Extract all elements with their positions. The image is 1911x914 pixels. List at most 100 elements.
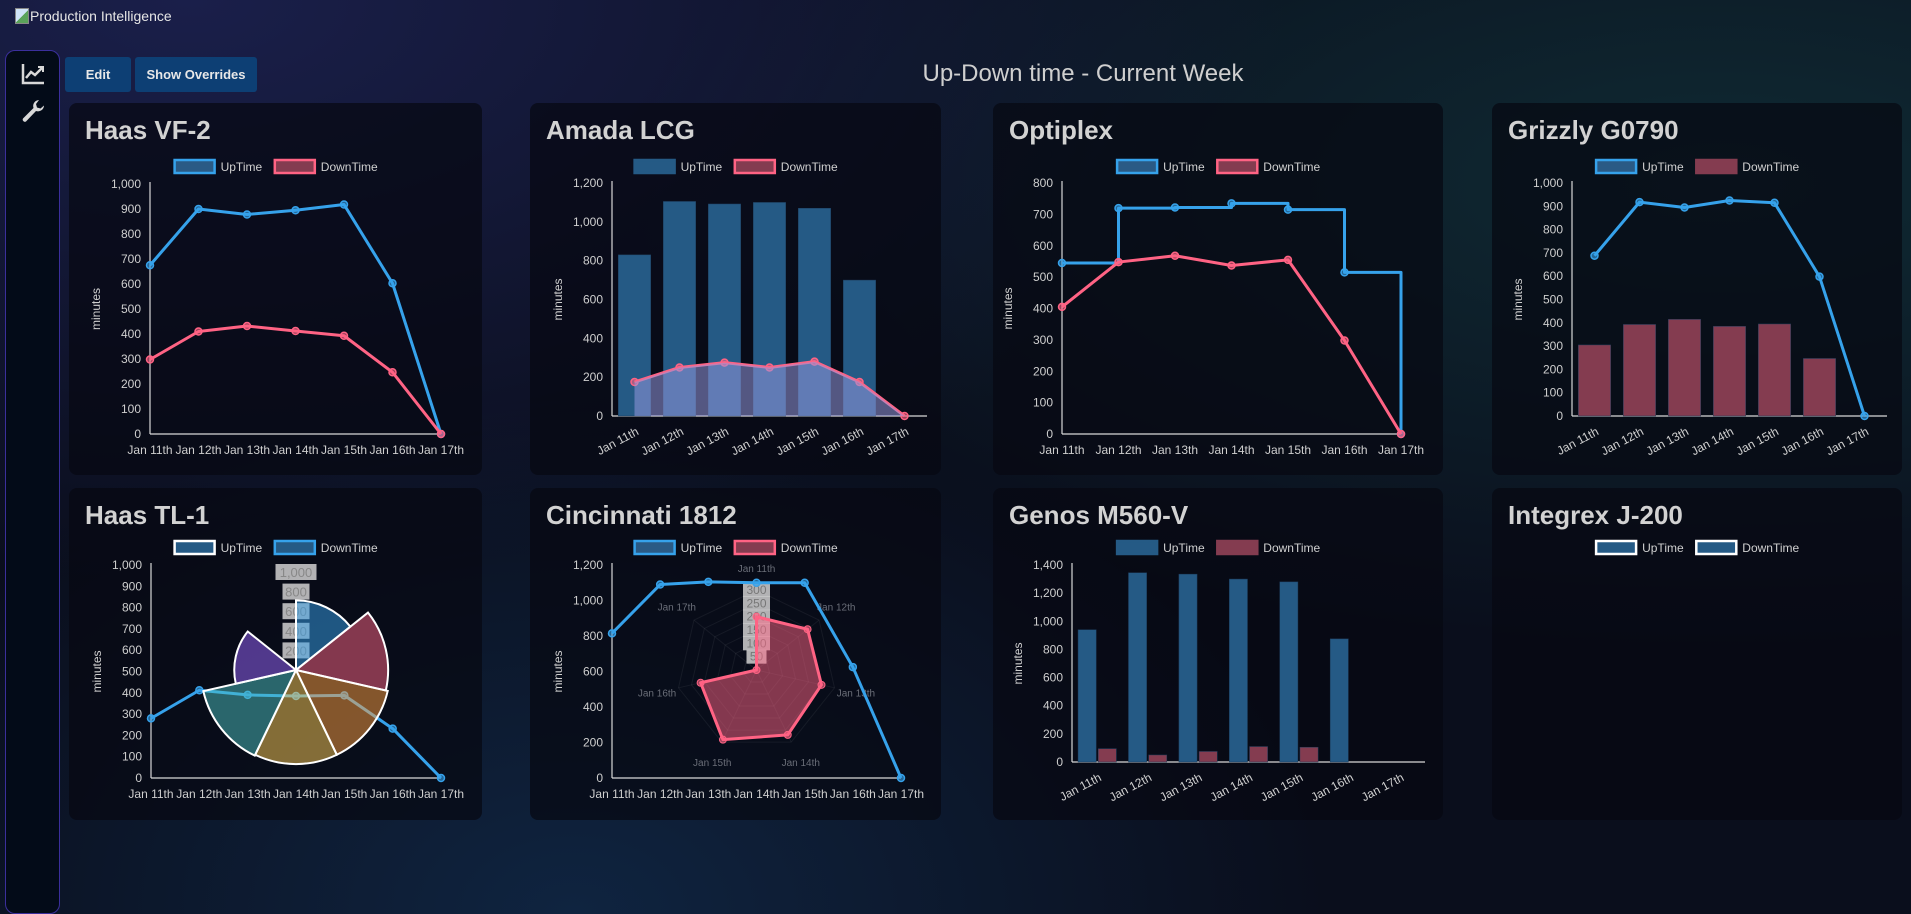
data-point[interactable] — [655, 580, 665, 589]
data-point[interactable] — [1396, 429, 1406, 439]
data-point[interactable] — [242, 210, 252, 219]
legend-item[interactable]: UpTime — [173, 158, 263, 175]
legend-item[interactable]: UpTime — [173, 539, 263, 556]
data-point[interactable] — [607, 629, 617, 638]
bar-uptime[interactable] — [1229, 578, 1248, 763]
data-point[interactable] — [1057, 258, 1067, 268]
data-point[interactable] — [388, 279, 397, 288]
radar-scale-box — [743, 583, 770, 597]
data-point[interactable] — [146, 714, 156, 723]
legend-item[interactable]: DownTime — [1695, 158, 1800, 175]
data-point[interactable] — [1770, 198, 1779, 208]
app-brand[interactable]: Production Intelligence — [15, 8, 172, 24]
data-point[interactable] — [704, 577, 713, 587]
legend-item[interactable]: UpTime — [1115, 539, 1205, 556]
radar-point[interactable] — [817, 680, 826, 689]
radar-point[interactable] — [783, 730, 792, 739]
data-point[interactable] — [145, 261, 155, 270]
data-point[interactable] — [1340, 268, 1349, 277]
data-point[interactable] — [1725, 196, 1734, 205]
data-point[interactable] — [436, 773, 446, 783]
data-point[interactable] — [1680, 203, 1689, 212]
radar-point[interactable] — [696, 678, 705, 687]
data-point[interactable] — [752, 578, 761, 587]
data-point[interactable] — [339, 331, 349, 340]
bar-uptime[interactable] — [1128, 572, 1147, 763]
radar-point[interactable] — [752, 612, 761, 621]
data-point[interactable] — [291, 326, 300, 336]
polar-segment-uptime[interactable] — [202, 668, 298, 757]
data-point[interactable] — [339, 200, 349, 209]
legend-item[interactable]: UpTime — [1115, 158, 1205, 175]
data-point[interactable] — [1057, 302, 1067, 312]
radar-point[interactable] — [803, 625, 812, 634]
polar-segment-uptime[interactable] — [253, 667, 339, 766]
data-point[interactable] — [1227, 261, 1236, 270]
data-point[interactable] — [1283, 205, 1293, 214]
bar-downtime[interactable] — [1578, 344, 1611, 417]
bar-uptime[interactable] — [1329, 638, 1349, 763]
bar-downtime[interactable] — [1249, 746, 1268, 763]
data-point[interactable] — [242, 321, 252, 331]
legend-item[interactable]: DownTime — [1695, 539, 1800, 556]
polar-segment-uptime[interactable] — [233, 630, 299, 685]
legend-item[interactable]: UpTime — [1594, 158, 1684, 175]
data-point[interactable] — [1635, 197, 1644, 207]
bar-downtime[interactable] — [1713, 326, 1746, 417]
bar-downtime[interactable] — [1198, 751, 1218, 763]
bar-uptime[interactable] — [1279, 581, 1299, 763]
data-point[interactable] — [194, 327, 203, 336]
bar-downtime[interactable] — [1668, 319, 1701, 417]
chart-line-icon[interactable] — [20, 61, 46, 87]
legend-item[interactable]: UpTime — [633, 158, 723, 175]
bar-downtime[interactable] — [1299, 746, 1319, 763]
bar-uptime[interactable] — [1077, 629, 1097, 763]
legend-item[interactable]: DownTime — [1216, 539, 1321, 556]
data-point[interactable] — [194, 204, 203, 214]
polar-segment-uptime[interactable] — [294, 668, 389, 757]
legend-item[interactable]: DownTime — [1216, 158, 1321, 175]
data-point[interactable] — [1815, 272, 1824, 281]
data-point[interactable] — [195, 685, 204, 695]
legend-item[interactable]: DownTime — [733, 539, 838, 556]
data-point[interactable] — [291, 206, 300, 215]
edit-button[interactable]: Edit — [65, 57, 131, 92]
legend-item[interactable]: UpTime — [1594, 539, 1684, 556]
radar-point-label: Jan 12th — [817, 602, 855, 613]
data-point[interactable] — [896, 773, 906, 783]
data-point[interactable] — [1283, 255, 1293, 265]
data-point[interactable] — [800, 578, 809, 587]
legend-item[interactable]: DownTime — [273, 158, 378, 175]
data-point[interactable] — [436, 429, 446, 439]
y-tick-label: 200 — [1543, 362, 1563, 376]
wrench-icon[interactable] — [20, 98, 46, 124]
data-point[interactable] — [388, 368, 397, 377]
bar-uptime[interactable] — [1178, 573, 1198, 763]
bar-downtime[interactable] — [1623, 324, 1656, 417]
bar-downtime[interactable] — [1803, 358, 1836, 417]
data-point[interactable] — [1114, 257, 1123, 267]
data-point[interactable] — [388, 724, 397, 733]
radar-point[interactable] — [752, 666, 761, 674]
y-tick-label: 0 — [1556, 409, 1563, 423]
polar-segment-uptime[interactable] — [293, 611, 390, 692]
data-point[interactable] — [1170, 251, 1180, 261]
data-point[interactable] — [1170, 203, 1180, 212]
show-overrides-button[interactable]: Show Overrides — [135, 57, 257, 92]
bar-downtime[interactable] — [1097, 748, 1117, 763]
y-tick-label: 900 — [1543, 199, 1563, 213]
bar-downtime[interactable] — [1758, 323, 1791, 417]
polar-segment-uptime[interactable] — [295, 599, 352, 673]
data-point[interactable] — [1114, 203, 1123, 213]
data-point[interactable] — [1860, 411, 1869, 421]
bar-downtime[interactable] — [1148, 754, 1168, 763]
data-point[interactable] — [145, 355, 155, 364]
data-point[interactable] — [848, 662, 858, 672]
data-point[interactable] — [1227, 199, 1236, 208]
legend-item[interactable]: DownTime — [733, 158, 838, 175]
legend-item[interactable]: DownTime — [273, 539, 378, 556]
data-point[interactable] — [1590, 251, 1599, 260]
data-point[interactable] — [1340, 336, 1349, 345]
legend-item[interactable]: UpTime — [633, 539, 723, 556]
radar-point[interactable] — [718, 735, 727, 744]
